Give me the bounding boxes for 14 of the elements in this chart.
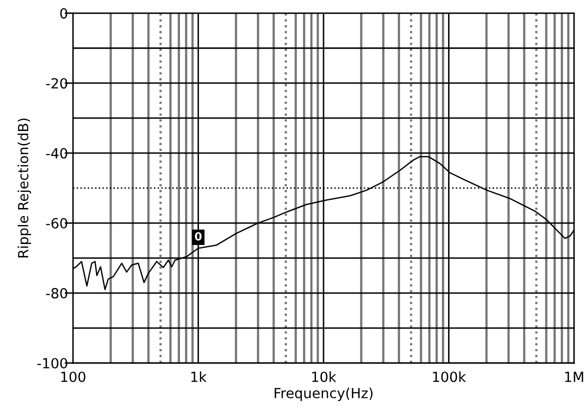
annotation: 0 xyxy=(194,232,202,241)
x-tick-label: 10k xyxy=(312,371,336,382)
x-tick-label: 100 xyxy=(61,372,86,382)
y-tick-label: -100 xyxy=(37,358,68,368)
y-tick-label: -80 xyxy=(46,288,68,298)
y-tick-label: -40 xyxy=(46,148,68,159)
x-tick-label: 100k xyxy=(433,371,466,382)
y-tick-label: 0 xyxy=(60,8,68,19)
x-tick-label: 1M xyxy=(565,372,584,382)
y-axis-title: Ripple Rejection(dB) xyxy=(18,118,32,258)
y-tick-label: -20 xyxy=(46,78,68,89)
x-tick-label: 1k xyxy=(191,371,207,382)
y-tick-label: -60 xyxy=(46,218,68,229)
x-axis-title: Frequency(Hz) xyxy=(274,388,372,401)
